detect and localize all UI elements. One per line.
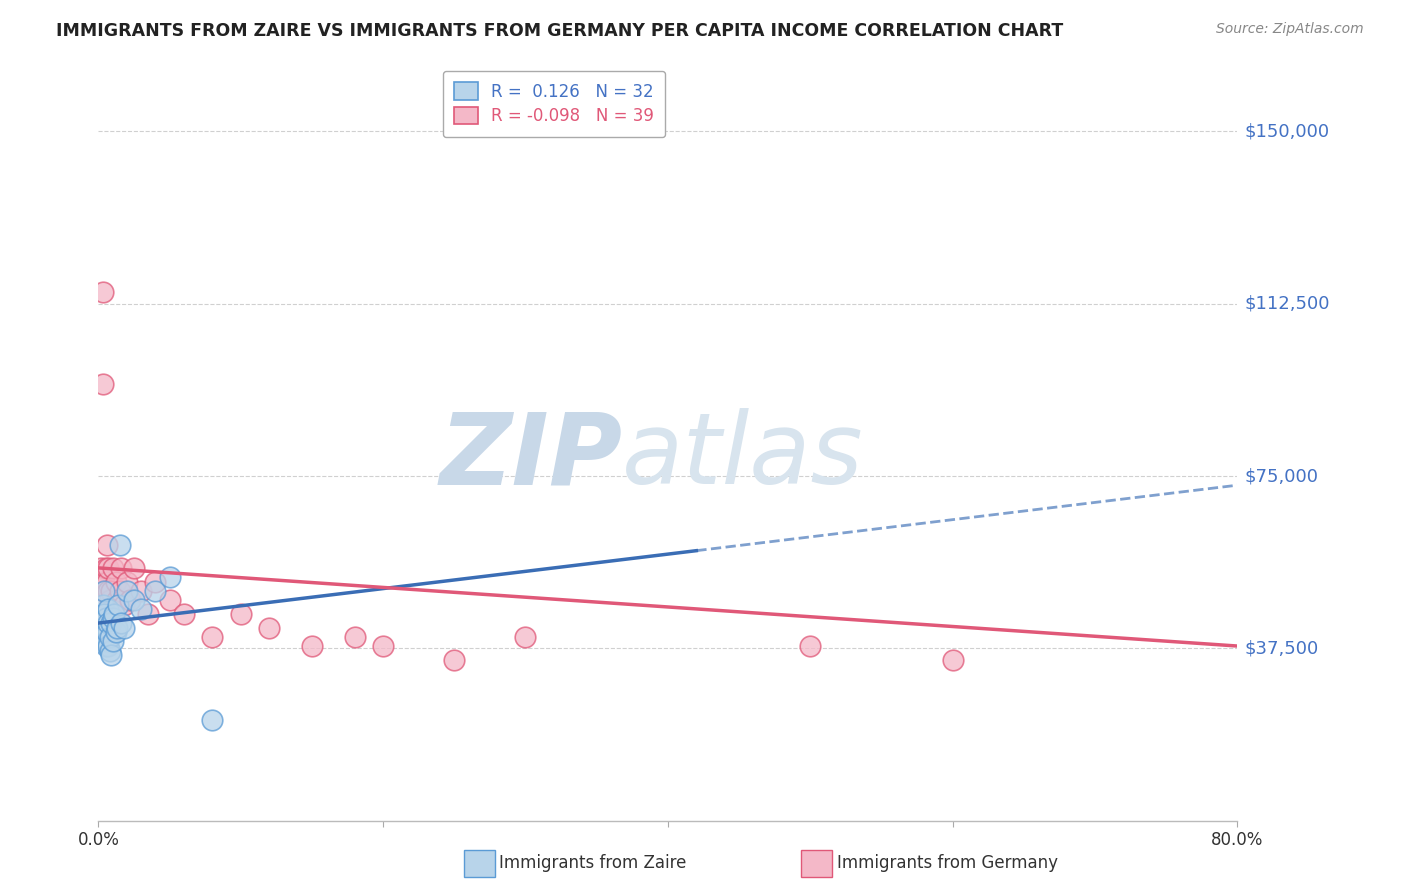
Point [104,625,127,640]
Point [136,607,159,621]
Text: $150,000: $150,000 [1244,122,1330,140]
Point [100,615,122,630]
Point [145,574,167,589]
Point [373,639,395,653]
Point [122,593,145,607]
Point [93,583,115,598]
Point [122,561,145,575]
Point [115,574,138,589]
Point [229,607,252,621]
Point [94,561,117,575]
Point [101,611,124,625]
Point [94,639,117,653]
Point [101,607,124,621]
Point [98,593,121,607]
Point [90,615,112,630]
Point [96,625,118,640]
Point [108,538,131,552]
Point [91,285,114,300]
Text: atlas: atlas [623,409,863,505]
Text: $75,000: $75,000 [1244,467,1319,485]
Point [97,561,120,575]
Point [97,602,120,616]
Point [443,653,465,667]
Point [94,611,117,625]
Point [343,630,366,644]
Point [103,607,125,621]
Point [112,621,135,635]
Point [173,607,195,621]
Point [259,621,281,635]
Point [94,607,117,621]
Point [98,630,121,644]
Point [101,634,124,648]
Text: $112,500: $112,500 [1244,294,1330,313]
Point [115,583,138,598]
Point [96,634,118,648]
Text: $37,500: $37,500 [1244,640,1319,657]
Point [96,538,118,552]
Point [145,583,167,598]
Point [97,583,120,598]
Text: Immigrants from Germany: Immigrants from Germany [837,855,1057,872]
Point [90,561,112,575]
Point [799,639,821,653]
Text: ZIP: ZIP [439,409,623,505]
Point [96,621,118,635]
Point [301,639,323,653]
Point [91,598,114,612]
Point [942,653,965,667]
Point [97,639,120,653]
Point [129,583,152,598]
Point [93,574,115,589]
Point [97,615,120,630]
Point [91,377,114,392]
Point [129,602,152,616]
Point [104,574,127,589]
Point [108,583,131,598]
Point [100,648,122,663]
Point [101,561,124,575]
Point [201,630,224,644]
Point [105,621,128,635]
Text: IMMIGRANTS FROM ZAIRE VS IMMIGRANTS FROM GERMANY PER CAPITA INCOME CORRELATION C: IMMIGRANTS FROM ZAIRE VS IMMIGRANTS FROM… [56,22,1063,40]
Point [98,598,121,612]
Point [159,570,181,584]
Point [110,561,132,575]
Point [94,630,117,644]
Point [159,593,181,607]
Point [515,630,537,644]
Text: Immigrants from Zaire: Immigrants from Zaire [499,855,686,872]
Point [118,593,141,607]
Point [93,583,115,598]
Point [201,713,224,727]
Point [100,583,122,598]
Point [98,643,121,657]
Point [112,598,135,612]
Legend: R =  0.126   N = 32, R = -0.098   N = 39: R = 0.126 N = 32, R = -0.098 N = 39 [443,70,665,137]
Point [96,574,118,589]
Point [107,598,129,612]
Text: Source: ZipAtlas.com: Source: ZipAtlas.com [1216,22,1364,37]
Point [105,593,128,607]
Point [110,615,132,630]
Point [93,607,115,621]
